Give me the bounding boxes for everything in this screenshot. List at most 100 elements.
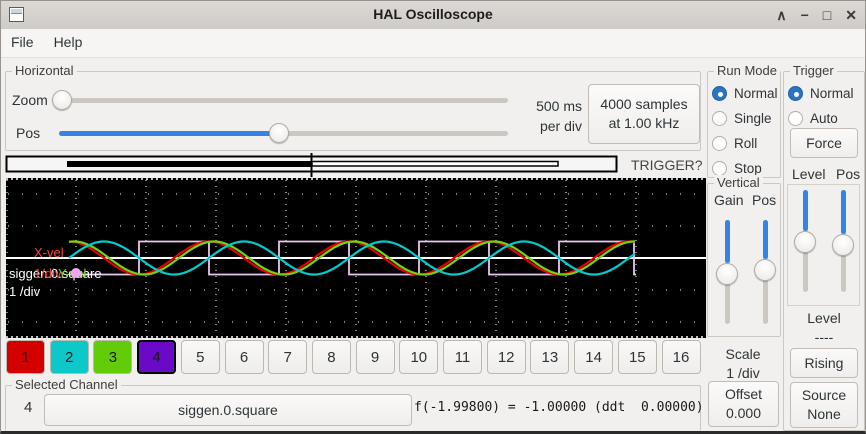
selected-channel-title: Selected Channel <box>12 377 121 392</box>
channel-button-12[interactable]: 12 <box>486 340 526 374</box>
samples-rate: at 1.00 kHz <box>608 115 680 131</box>
trace-channel2-trace <box>68 240 636 276</box>
window-title: HAL Oscilloscope <box>373 6 493 22</box>
run-mode-option-label: Roll <box>734 135 758 151</box>
scope-channel-label: 1 /div <box>9 284 41 299</box>
trigger-mode-option-auto[interactable]: Auto <box>788 107 838 129</box>
scale-label: Scale <box>725 346 761 362</box>
vertical-pos-slider-handle[interactable] <box>754 258 776 281</box>
trigger-level-value-label: Level <box>807 310 841 326</box>
channel-button-16[interactable]: 16 <box>661 340 701 374</box>
channel-button-7[interactable]: 7 <box>268 340 308 374</box>
gain-slider[interactable] <box>715 220 739 324</box>
vertical-pos-label: Pos <box>752 192 777 208</box>
horizontal-pos-slider[interactable] <box>59 123 508 143</box>
run-mode-option-roll[interactable]: Roll <box>712 132 757 154</box>
zoom-slider-handle[interactable] <box>52 90 73 110</box>
vertical-pos-slider[interactable] <box>753 220 777 324</box>
run-mode-option-single[interactable]: Single <box>712 107 772 129</box>
gain-slider-fill <box>725 220 730 264</box>
vertical-group-title: Vertical <box>714 175 763 190</box>
vertical-pos-slider-fill <box>763 220 768 259</box>
channel-button-2[interactable]: 2 <box>49 340 89 374</box>
radio-unselected-icon <box>788 110 803 126</box>
time-per-div-unit: per div <box>539 118 582 134</box>
trigger-level-value: ---- <box>814 329 834 345</box>
trigger-pos-slider[interactable] <box>831 190 855 292</box>
run-mode-option-normal[interactable]: Normal <box>712 82 778 104</box>
trigger-level-slider[interactable] <box>793 190 817 292</box>
maximize-icon[interactable]: □ <box>822 7 832 23</box>
force-button[interactable]: Force <box>790 128 858 158</box>
menu-help[interactable]: Help <box>53 34 83 50</box>
run-mode-option-label: Single <box>734 110 772 126</box>
channel-readout: f(-1.99800) = -1.00000 (ddt 0.00000) <box>414 400 704 415</box>
record-acquired-bar <box>67 161 312 167</box>
channel-button-13[interactable]: 13 <box>530 340 570 374</box>
radio-selected-icon <box>712 85 727 101</box>
scope-channel-label: X-vel <box>34 245 64 260</box>
offset-button[interactable]: Offset 0.000 <box>708 381 779 427</box>
run-mode-group-title: Run Mode <box>714 63 780 78</box>
run-mode-option-label: Stop <box>734 160 762 176</box>
trigger-source-value: None <box>807 406 841 422</box>
trigger-level-label: Level <box>792 166 826 182</box>
trigger-mode-option-label: Normal <box>810 85 854 101</box>
channel-button-1[interactable]: 1 <box>6 340 45 374</box>
channel-button-14[interactable]: 14 <box>574 340 614 374</box>
time-per-div: 500 ms per div <box>518 96 582 136</box>
channel-button-5[interactable]: 5 <box>180 340 220 374</box>
channel-button-6[interactable]: 6 <box>224 340 264 374</box>
scope-channel-label: 1/div <box>34 266 62 281</box>
trigger-slider-frame <box>787 184 860 306</box>
trigger-status-label: TRIGGER? <box>631 157 703 173</box>
channel-button-10[interactable]: 10 <box>399 340 439 374</box>
close-icon[interactable]: ✕ <box>845 7 857 23</box>
scale-value: 1 /div <box>726 365 760 381</box>
force-button-label: Force <box>806 134 842 151</box>
pos-slider-handle[interactable] <box>269 123 289 143</box>
zoom-slider-track <box>52 98 508 103</box>
channel-button-9[interactable]: 9 <box>355 340 395 374</box>
selected-channel-name-button[interactable]: siggen.0.square <box>44 394 412 426</box>
gain-slider-handle[interactable] <box>716 263 738 286</box>
vertical-group: Vertical Gain Pos <box>707 175 781 337</box>
trigger-pos-slider-fill <box>841 190 846 235</box>
trigger-pos-slider-handle[interactable] <box>832 234 854 257</box>
selected-channel-marker <box>71 268 81 278</box>
channel-button-15[interactable]: 15 <box>617 340 657 374</box>
trigger-level-slider-fill <box>803 190 808 232</box>
menu-file[interactable]: File <box>11 34 34 50</box>
selected-channel-number: 4 <box>24 399 33 416</box>
samples-button[interactable]: 4000 samples at 1.00 kHz <box>588 84 700 144</box>
selected-channel-group: Selected Channel 4 siggen.0.square f(-1.… <box>5 377 704 431</box>
minimize-icon[interactable]: − <box>800 7 809 23</box>
zoom-slider[interactable] <box>52 90 508 110</box>
samples-count: 4000 samples <box>600 96 688 113</box>
run-mode-group: Run Mode Normal Single Roll Stop <box>707 63 781 178</box>
channel-button-8[interactable]: 8 <box>311 340 351 374</box>
record-position-bar[interactable] <box>5 153 619 177</box>
radio-unselected-icon <box>712 110 727 126</box>
shade-icon[interactable]: ∧ <box>776 7 787 23</box>
selected-channel-name: siggen.0.square <box>178 401 278 418</box>
radio-unselected-icon <box>712 135 727 151</box>
trigger-mode-option-normal[interactable]: Normal <box>788 82 854 104</box>
trigger-position-marker <box>310 153 313 177</box>
channel-button-11[interactable]: 11 <box>443 340 482 374</box>
radio-unselected-icon <box>712 160 727 176</box>
trigger-source-button[interactable]: Source None <box>790 382 858 428</box>
trigger-pos-label: Pos <box>836 166 861 182</box>
run-mode-option-label: Normal <box>734 85 778 101</box>
window-controls: ∧ − □ ✕ <box>776 1 857 29</box>
channel-button-3[interactable]: 3 <box>93 340 133 374</box>
record-remaining-bar <box>311 160 559 167</box>
channel-button-4[interactable]: 4 <box>137 340 177 374</box>
gain-label: Gain <box>714 192 744 208</box>
trigger-edge-button[interactable]: Rising <box>790 348 858 378</box>
trigger-level-slider-handle[interactable] <box>794 231 816 254</box>
window-icon <box>9 7 24 22</box>
